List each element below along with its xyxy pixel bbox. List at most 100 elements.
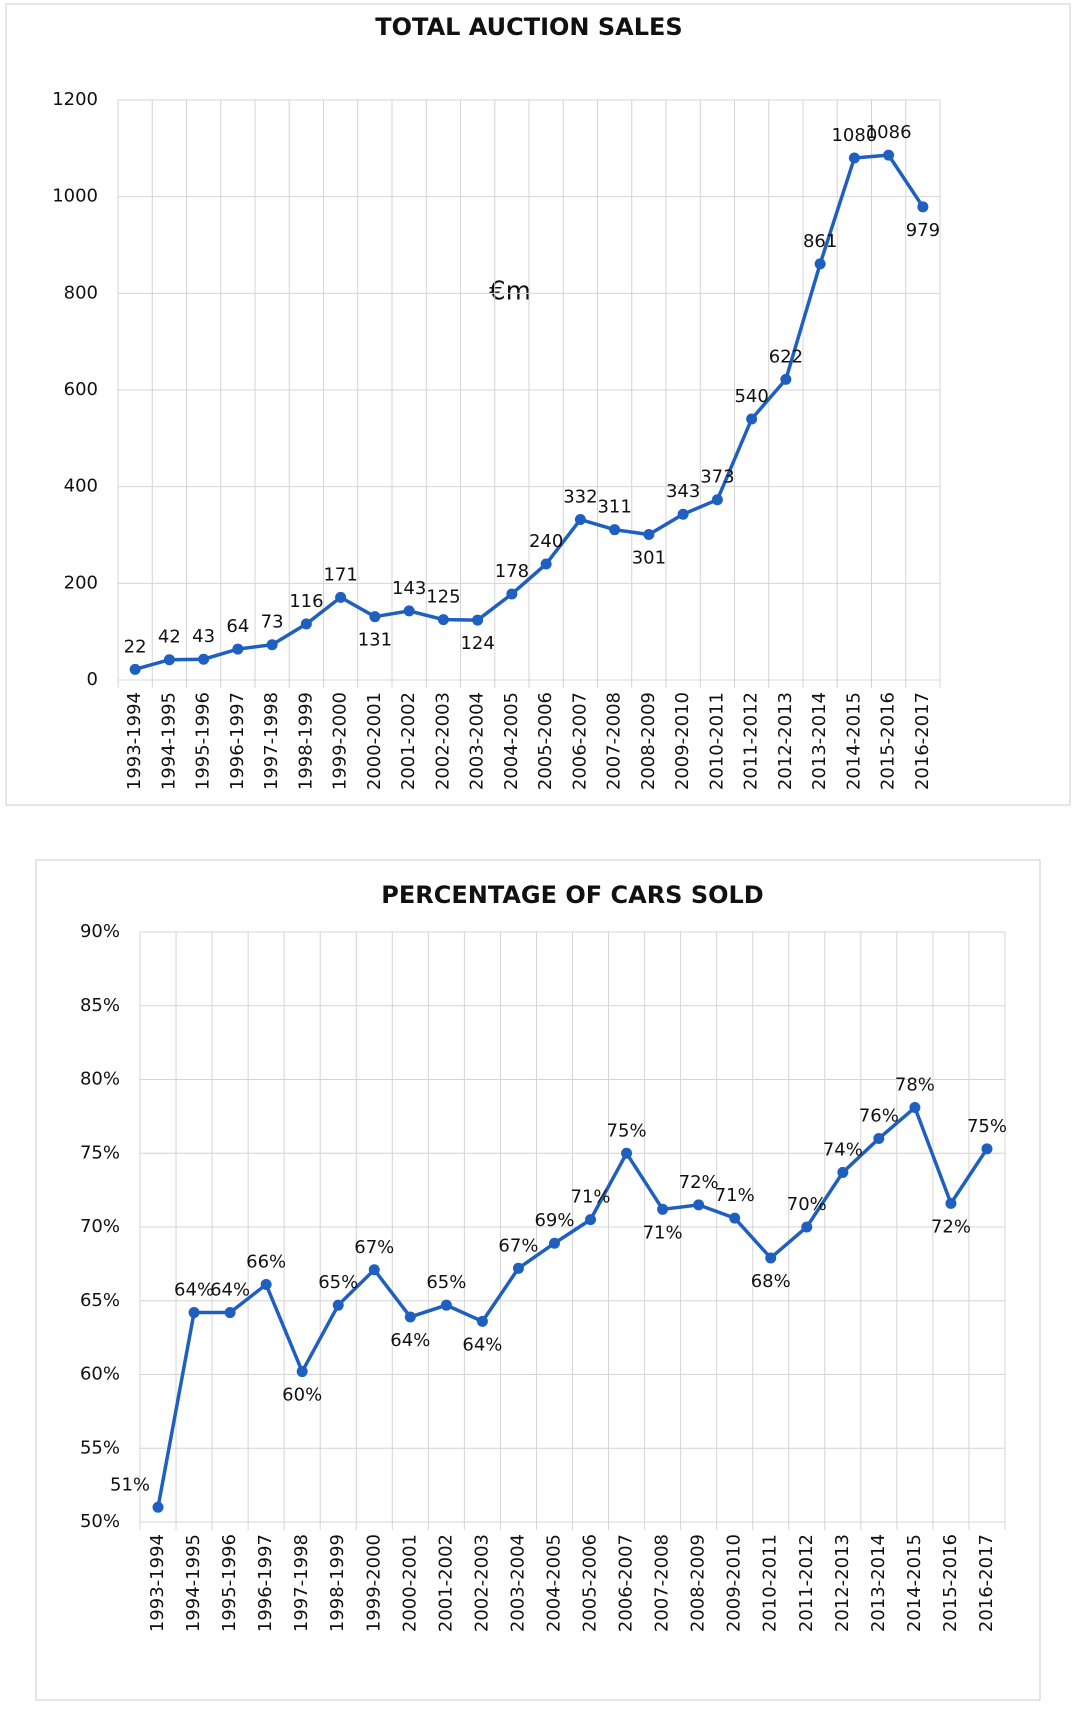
value-label: 116 xyxy=(289,591,323,612)
value-label: 622 xyxy=(769,346,803,367)
point xyxy=(837,1166,849,1178)
value-label: 78% xyxy=(895,1075,935,1096)
x-tick-label: 1997-1998 xyxy=(291,1534,312,1632)
value-label: 125 xyxy=(426,587,460,608)
value-label: 74% xyxy=(823,1139,863,1160)
x-tick-label: 2001-2002 xyxy=(435,1534,456,1632)
point xyxy=(332,1299,344,1311)
y-tick-label: 85% xyxy=(80,995,120,1016)
y-tick-label: 600 xyxy=(64,379,98,400)
x-tick-label: 2016-2017 xyxy=(976,1534,997,1632)
line xyxy=(134,153,925,672)
value-label: 343 xyxy=(666,481,700,502)
x-tick-label: 2000-2001 xyxy=(399,1534,420,1632)
point xyxy=(945,1197,957,1209)
x-tick-label: 2004-2005 xyxy=(543,1534,564,1632)
point xyxy=(188,1307,200,1319)
point xyxy=(152,1501,164,1513)
value-label: 64% xyxy=(390,1330,430,1351)
y-tick-label: 65% xyxy=(80,1290,120,1311)
point xyxy=(917,201,929,213)
x-tick-label: 2016-2017 xyxy=(912,692,933,790)
y-tick-label: 80% xyxy=(80,1069,120,1090)
y-tick-label: 90% xyxy=(80,921,120,942)
point xyxy=(437,614,449,626)
x-tick-label: 2012-2013 xyxy=(832,1534,853,1632)
value-label: 124 xyxy=(460,633,494,654)
value-label: 67% xyxy=(498,1235,538,1256)
point xyxy=(404,1311,416,1323)
x-tick-label: 2008-2009 xyxy=(688,1534,709,1632)
value-label: 66% xyxy=(246,1252,286,1273)
point xyxy=(368,1264,380,1276)
value-label: 332 xyxy=(563,487,597,508)
value-label: 171 xyxy=(323,564,357,585)
value-label: 64% xyxy=(462,1334,502,1355)
y-tick-label: 400 xyxy=(64,476,98,497)
value-label: 540 xyxy=(734,386,768,407)
annotation: €m xyxy=(489,277,531,307)
point xyxy=(693,1199,705,1211)
value-label: 71% xyxy=(643,1222,683,1243)
value-label: 64% xyxy=(174,1280,214,1301)
value-label: 131 xyxy=(358,630,392,651)
value-label: 72% xyxy=(679,1172,719,1193)
value-label: 72% xyxy=(931,1216,971,1237)
y-tick-label: 75% xyxy=(80,1142,120,1163)
value-label: 68% xyxy=(751,1271,791,1292)
value-label: 70% xyxy=(787,1194,827,1215)
value-label: 22 xyxy=(124,636,147,657)
x-tick-label: 1996-1997 xyxy=(227,692,248,790)
line xyxy=(156,1104,989,1508)
point xyxy=(266,639,278,651)
value-label: 43 xyxy=(192,626,215,647)
value-label: 71% xyxy=(715,1185,755,1206)
y-tick-label: 60% xyxy=(80,1364,120,1385)
value-label: 1080 xyxy=(831,125,877,146)
x-tick-label: 1998-1999 xyxy=(295,692,316,790)
chart-title: TOTAL AUCTION SALES xyxy=(375,13,682,41)
chart-frame xyxy=(35,859,1041,1701)
x-tick-label: 2002-2003 xyxy=(471,1534,492,1632)
x-tick-label: 1997-1998 xyxy=(261,692,282,790)
point xyxy=(729,1212,741,1224)
y-tick-label: 1000 xyxy=(52,186,98,207)
point xyxy=(476,1315,488,1327)
value-label: 65% xyxy=(318,1272,358,1293)
point xyxy=(711,494,723,506)
value-label: 71% xyxy=(571,1187,611,1208)
chart-frame xyxy=(5,3,1071,806)
point xyxy=(512,1262,524,1274)
point xyxy=(548,1237,560,1249)
x-tick-label: 2003-2004 xyxy=(467,692,488,790)
point xyxy=(232,643,244,655)
point xyxy=(574,514,586,526)
x-tick-label: 1994-1995 xyxy=(158,692,179,790)
value-label: 75% xyxy=(967,1116,1007,1137)
point xyxy=(296,1366,308,1378)
x-tick-label: 1995-1996 xyxy=(219,1534,240,1632)
x-tick-label: 2002-2003 xyxy=(432,692,453,790)
x-tick-label: 1999-2000 xyxy=(363,1534,384,1632)
x-tick-label: 2010-2011 xyxy=(706,692,727,790)
x-tick-label: 2015-2016 xyxy=(878,692,899,790)
value-label: 979 xyxy=(906,220,940,241)
value-label: 311 xyxy=(597,497,631,518)
value-label: 861 xyxy=(803,231,837,252)
y-tick-label: 0 xyxy=(87,669,98,690)
point xyxy=(621,1147,633,1159)
point xyxy=(643,529,655,541)
y-tick-label: 200 xyxy=(64,572,98,593)
point xyxy=(198,653,210,665)
x-tick-label: 2009-2010 xyxy=(672,692,693,790)
point xyxy=(873,1133,885,1144)
x-tick-label: 2012-2013 xyxy=(775,692,796,790)
value-label: 69% xyxy=(534,1210,574,1231)
point xyxy=(440,1299,452,1311)
x-tick-label: 2013-2014 xyxy=(809,692,830,790)
value-label: 51% xyxy=(110,1474,150,1495)
point xyxy=(585,1214,597,1226)
point xyxy=(677,508,689,520)
x-tick-label: 2003-2004 xyxy=(507,1534,528,1632)
